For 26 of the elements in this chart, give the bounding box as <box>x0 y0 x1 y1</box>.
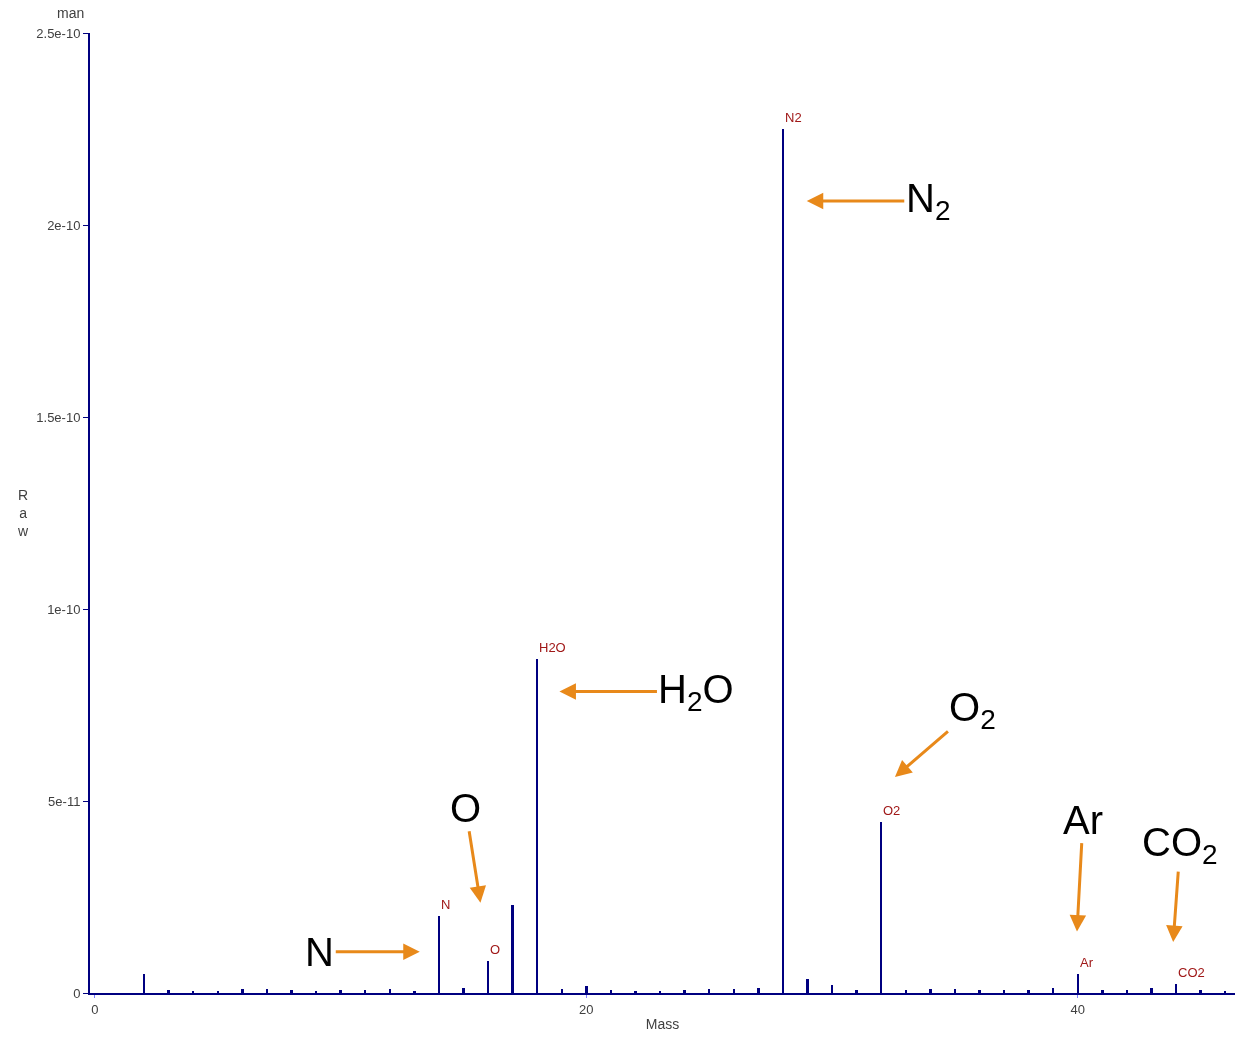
x-tick-label: 20 <box>579 1001 594 1017</box>
annotation: Ar <box>1080 955 1094 970</box>
annotation: O <box>450 786 482 830</box>
x-tick-label: 40 <box>1070 1001 1085 1017</box>
annotation: N <box>441 897 451 912</box>
annotation: O <box>490 942 501 957</box>
y-tick-label: 5e-11 <box>48 793 81 809</box>
y-tick-label: 2e-10 <box>47 217 81 233</box>
annotation: CO$_{2}$ <box>1142 820 1218 871</box>
y-tick-label: 2.5e-10 <box>36 25 81 41</box>
annotation: CO2 <box>1178 965 1205 980</box>
text: man <box>57 5 85 21</box>
annotation: H$_{2}$O <box>658 667 734 718</box>
annotation: N$_{2}$ <box>906 176 951 227</box>
y-axis-title: Raw <box>17 487 29 540</box>
x-axis-title: Mass <box>645 1016 680 1033</box>
y-tick-label: 0 <box>73 985 81 1001</box>
annotation: Ar <box>1063 798 1103 842</box>
annotation: H2O <box>539 640 566 655</box>
y-tick-label: 1.5e-10 <box>36 409 81 425</box>
y-tick-label: 1e-10 <box>47 601 81 617</box>
annotation: O2 <box>883 803 901 818</box>
annotation: O$_{2}$ <box>949 685 996 736</box>
x-tick-label: 0 <box>91 1001 99 1017</box>
annotation: N <box>305 930 334 974</box>
annotation: N2 <box>785 110 802 125</box>
